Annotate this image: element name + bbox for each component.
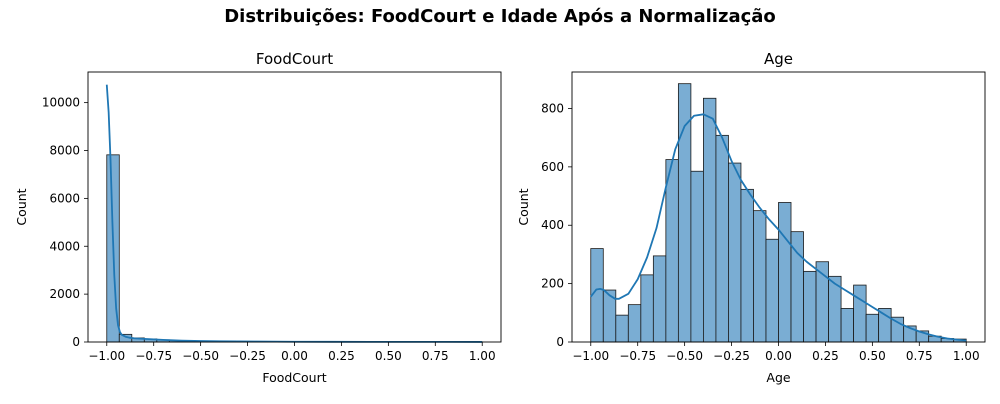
x-tick-label: −0.50 (666, 349, 703, 363)
y-tick-label: 8000 (49, 144, 80, 158)
histogram-bar (841, 308, 854, 342)
x-tick-label: 0.00 (765, 349, 792, 363)
x-tick-label: −1.00 (88, 349, 125, 363)
chart-panel-2: −1.00 −0.75 −0.50 −0.25 0.00 0.25 0.50 0.75 1.00… (516, 50, 985, 385)
x-axis-label: Age (766, 370, 790, 385)
histogram-bar (854, 285, 867, 342)
histogram-bar (666, 160, 679, 342)
x-tick-label: 0.75 (906, 349, 933, 363)
histogram-bar (703, 98, 716, 342)
histogram-bar (741, 189, 754, 342)
x-tick-label: 0.50 (375, 349, 402, 363)
x-tick-label: 0.00 (281, 349, 308, 363)
axes-frame (88, 72, 501, 342)
x-tick-label: −0.50 (182, 349, 219, 363)
histogram-bar (866, 314, 879, 342)
y-axis-label: Count (14, 188, 29, 225)
x-tick-label: 1.00 (469, 349, 496, 363)
x-tick-label: −0.25 (229, 349, 266, 363)
x-tick-label: −1.00 (572, 349, 609, 363)
histogram-bar (879, 308, 892, 342)
x-tick-label: −0.75 (135, 349, 172, 363)
x-tick-label: 0.50 (859, 349, 886, 363)
chart-title: FoodCourt (256, 50, 333, 68)
histogram-bar (753, 211, 766, 342)
y-tick-label: 0 (72, 335, 80, 349)
x-axis-label: FoodCourt (262, 370, 326, 385)
y-tick-label: 2000 (49, 287, 80, 301)
x-tick-label: −0.75 (619, 349, 656, 363)
x-tick-label: 0.75 (422, 349, 449, 363)
y-tick-label: 4000 (49, 239, 80, 253)
histogram-bar (779, 202, 792, 342)
y-tick-label: 10000 (42, 96, 80, 110)
kde-line (107, 85, 482, 342)
y-tick-label: 600 (541, 160, 564, 174)
y-tick-label: 6000 (49, 191, 80, 205)
y-tick-label: 0 (556, 335, 564, 349)
chart-panel-1: −1.00 −0.75 −0.50 −0.25 0.00 0.25 0.50 0.75 1.00… (14, 50, 501, 385)
y-tick-label: 800 (541, 101, 564, 115)
histogram-bar (628, 305, 641, 342)
histogram-bar (716, 135, 729, 342)
figure-title: Distribuições: FoodCourt e Idade Após a … (0, 6, 1000, 27)
histogram-bar (691, 171, 704, 342)
y-axis-label: Count (516, 188, 531, 225)
histogram-bar (804, 271, 817, 342)
histogram-bar (641, 275, 654, 342)
x-tick-label: 1.00 (953, 349, 980, 363)
chart-title: Age (764, 50, 793, 68)
histogram-bar (728, 163, 741, 342)
y-tick-label: 200 (541, 277, 564, 291)
x-tick-label: 0.25 (328, 349, 355, 363)
histogram-bar (616, 315, 629, 342)
histogram-bar (766, 239, 779, 342)
y-tick-label: 400 (541, 218, 564, 232)
histogram-bar (891, 317, 904, 342)
x-tick-label: 0.25 (812, 349, 839, 363)
histogram-bar (653, 256, 666, 342)
x-tick-label: −0.25 (713, 349, 750, 363)
